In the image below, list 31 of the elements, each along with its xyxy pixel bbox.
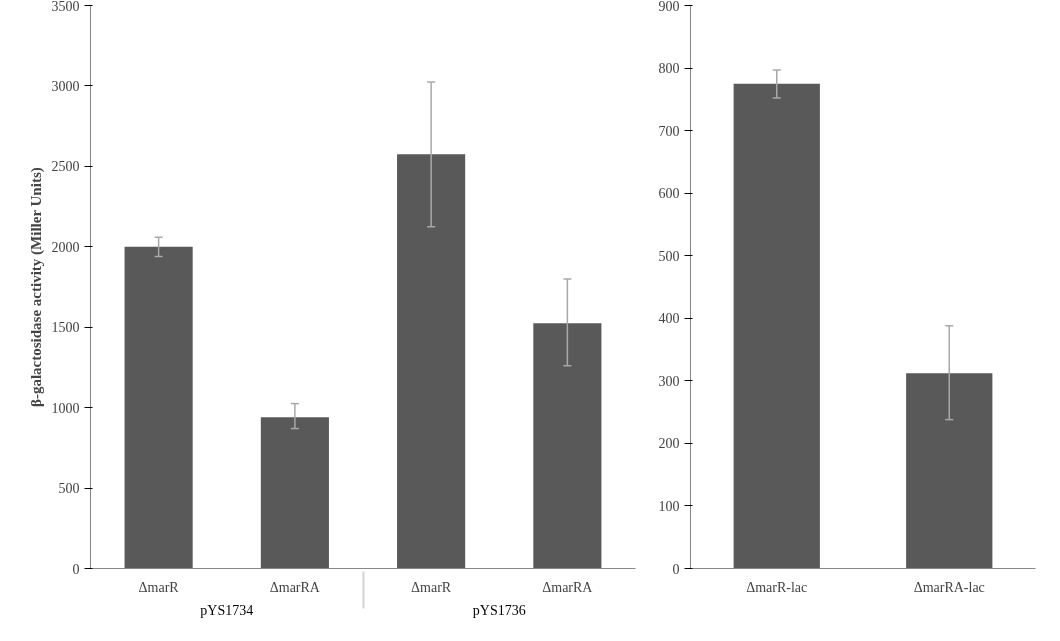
bar bbox=[533, 323, 602, 569]
y-tick-label: 400 bbox=[658, 311, 680, 327]
x-tick-label: ΔmarRA bbox=[269, 579, 321, 595]
y-tick-label: 700 bbox=[658, 123, 680, 139]
x-tick-label: ΔmarR-lac bbox=[746, 579, 808, 595]
x-tick-label: ΔmarR bbox=[411, 579, 452, 595]
bar bbox=[124, 246, 193, 569]
y-tick-label: 1000 bbox=[51, 400, 80, 416]
y-tick-label: 300 bbox=[658, 373, 680, 389]
y-tick-label: 500 bbox=[658, 248, 680, 264]
text: pYS1736 bbox=[472, 602, 526, 618]
text: pYS1734 bbox=[200, 602, 254, 618]
y-tick-label: 500 bbox=[58, 481, 80, 497]
y-tick-label: 200 bbox=[658, 436, 680, 452]
y-tick-label: 600 bbox=[658, 186, 680, 202]
y-axis-title: β-galactosidase activity (Miller Units) bbox=[27, 167, 45, 407]
y-tick-label: 100 bbox=[658, 498, 680, 514]
y-tick-label: 0 bbox=[72, 561, 80, 577]
y-tick-label: 900 bbox=[658, 0, 680, 14]
y-tick-label: 0 bbox=[672, 561, 680, 577]
bar bbox=[260, 417, 329, 569]
y-tick-label: 1500 bbox=[51, 320, 80, 336]
bar bbox=[397, 154, 466, 569]
y-tick-label: 2000 bbox=[51, 239, 80, 255]
y-tick-label: 2500 bbox=[51, 159, 80, 175]
x-tick-label: ΔmarRA bbox=[542, 579, 594, 595]
x-tick-label: ΔmarR bbox=[138, 579, 180, 595]
y-tick-label: 3500 bbox=[51, 0, 80, 14]
y-tick-label: 3000 bbox=[51, 78, 80, 94]
y-tick-label: 800 bbox=[658, 61, 680, 77]
x-tick-label: ΔmarRA-lac bbox=[913, 579, 985, 595]
